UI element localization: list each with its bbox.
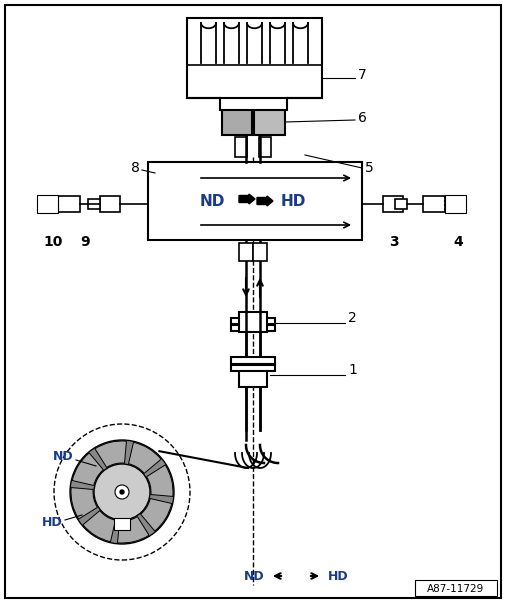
Text: 2: 2 xyxy=(347,311,356,325)
Text: 1: 1 xyxy=(347,363,356,377)
Text: 7: 7 xyxy=(358,68,366,82)
Text: ND: ND xyxy=(199,194,225,209)
Bar xyxy=(259,137,271,157)
Bar xyxy=(444,195,465,213)
Text: 4: 4 xyxy=(452,235,462,249)
Bar xyxy=(234,137,246,157)
Bar xyxy=(231,318,274,324)
Circle shape xyxy=(115,485,129,499)
Text: 8: 8 xyxy=(131,161,140,175)
Bar xyxy=(147,162,361,240)
Bar xyxy=(37,195,58,213)
Bar xyxy=(238,312,267,332)
Wedge shape xyxy=(146,465,173,496)
Wedge shape xyxy=(117,517,149,543)
Text: HD: HD xyxy=(42,517,63,529)
Bar xyxy=(58,196,80,212)
Bar xyxy=(394,199,406,209)
Text: ND: ND xyxy=(244,569,265,582)
Text: 5: 5 xyxy=(364,161,373,175)
Bar xyxy=(414,580,496,596)
Circle shape xyxy=(70,440,174,544)
Wedge shape xyxy=(72,453,103,485)
Text: A87-11729: A87-11729 xyxy=(427,584,484,594)
Circle shape xyxy=(120,490,124,494)
Bar xyxy=(238,243,252,261)
Bar xyxy=(222,110,251,135)
Bar xyxy=(231,357,274,364)
Bar xyxy=(422,196,444,212)
Bar xyxy=(254,110,284,135)
Bar xyxy=(231,325,274,331)
Bar xyxy=(238,365,267,387)
Text: 10: 10 xyxy=(43,235,63,249)
Bar xyxy=(114,518,130,530)
Wedge shape xyxy=(128,443,161,473)
Text: HD: HD xyxy=(327,569,348,582)
Bar xyxy=(231,365,274,371)
Text: 9: 9 xyxy=(80,235,89,249)
FancyArrow shape xyxy=(257,196,273,206)
Bar xyxy=(100,196,120,212)
Text: 3: 3 xyxy=(388,235,398,249)
Bar xyxy=(252,243,267,261)
Text: ND: ND xyxy=(53,449,74,463)
Text: HD: HD xyxy=(280,194,306,209)
Wedge shape xyxy=(140,499,171,531)
Wedge shape xyxy=(83,511,115,541)
Wedge shape xyxy=(95,441,126,467)
Wedge shape xyxy=(71,488,97,519)
Bar xyxy=(382,196,402,212)
Circle shape xyxy=(94,464,149,520)
Bar xyxy=(88,199,100,209)
FancyArrow shape xyxy=(238,194,255,204)
Text: 6: 6 xyxy=(358,111,366,125)
Bar xyxy=(187,18,321,98)
